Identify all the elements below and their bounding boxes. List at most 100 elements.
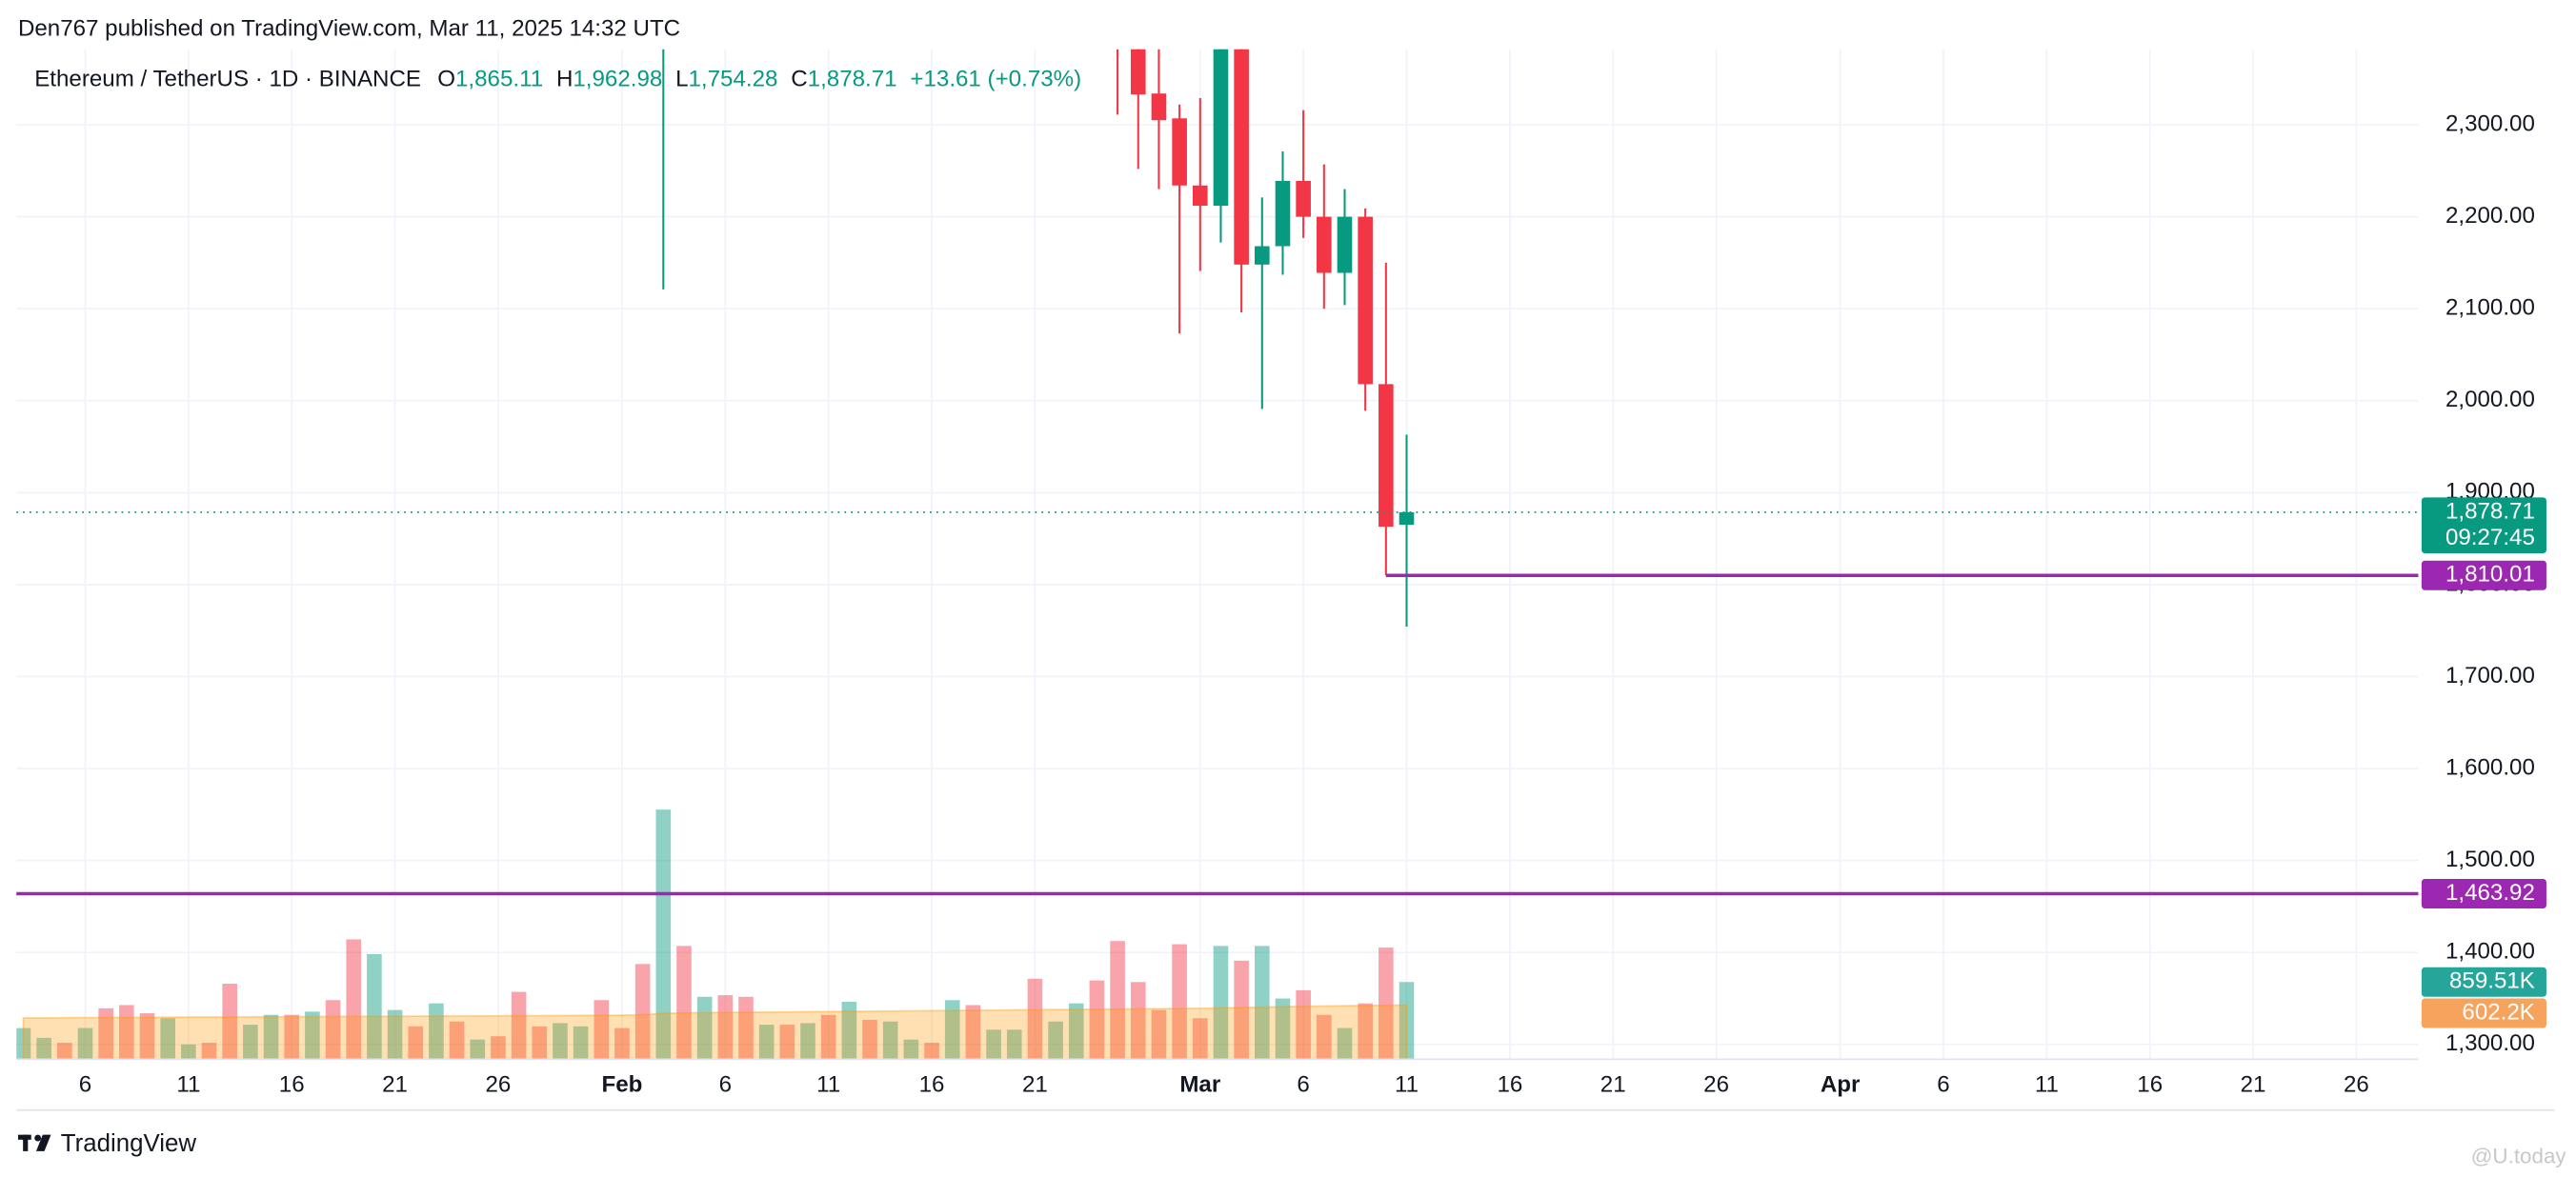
countdown: 09:27:45 [2445,525,2535,550]
volume-bar [634,964,651,1060]
volume-bar [1317,1014,1332,1060]
x-tick-label: 26 [486,1071,512,1097]
candle-body [1151,93,1167,121]
volume-bar [696,996,713,1060]
volume-bar [36,1037,51,1060]
volume-bar [119,1005,134,1060]
volume-bar [346,939,362,1060]
candle-body [1317,216,1332,273]
volume-bar [573,1026,589,1060]
candle-body [1192,185,1208,207]
volume-bar [284,1014,300,1060]
volume-bar [77,1027,93,1060]
x-tick-label: 11 [2035,1071,2059,1097]
price-label-box [2421,878,2546,908]
brand: TradingView [61,1130,197,1157]
y-tick-label: 1,600.00 [2445,754,2535,780]
x-tick-label: 6 [1937,1071,1949,1097]
volume-bar [139,1013,155,1060]
volume-bar [429,1003,444,1060]
x-tick-label: Mar [1179,1071,1221,1097]
volume-bar [98,1007,113,1060]
volume-bar [408,1026,424,1060]
x-tick-label: 21 [1600,1071,1626,1097]
volume-bar [1192,1018,1208,1060]
price-label-box [2421,560,2546,590]
volume-bar [1027,978,1043,1060]
grid [16,49,2419,1060]
price-label: 1,810.01 [2445,562,2535,588]
volume-bar [1006,1029,1022,1060]
volume-bar [222,983,237,1060]
candle-body [1275,180,1291,247]
volume-bar [841,1001,857,1060]
x-tick-label: 6 [79,1071,91,1097]
x-tick-label: 21 [382,1071,408,1097]
volume-bar [1089,980,1105,1060]
legend: Ethereum / TetherUS · 1D · BINANCE O1,865… [34,67,1081,92]
x-tick-label: 16 [279,1071,305,1097]
volume-bar [944,1000,960,1060]
y-tick-label: 1,500.00 [2445,847,2535,872]
y-tick-label: 2,200.00 [2445,203,2535,229]
volume-bar [16,1027,31,1060]
x-tick-label: 16 [919,1071,945,1097]
volume-label: 859.51K [2449,968,2535,994]
x-tick-label: 11 [1395,1071,1419,1097]
symbol: Ethereum / TetherUS · 1D · BINANCE [34,67,421,92]
volume-bar [676,946,692,1060]
volume-bar [511,991,527,1060]
volume-bar [201,1043,217,1060]
volume-bar [1275,998,1291,1060]
candle-body [1130,49,1146,95]
volume-bar [532,1026,548,1060]
volume-bar [1130,982,1146,1060]
overlays: 6 11 16 21 26 Feb 6 11 16 21 Mar 6 11 16 21 26 Apr 6 11 16 2… [16,110,2546,1097]
volume-bar [387,1009,403,1060]
volume-bar [263,1014,279,1060]
volume-bar [965,1005,981,1060]
chart-title: Den767 published on TradingView.com, Mar… [18,15,680,41]
volume-bar [449,1021,465,1060]
volume-bar [470,1039,486,1060]
volume-bar [1358,1003,1373,1060]
o-label: O [437,67,455,92]
candle-body [1172,118,1187,186]
volume-bar [160,1018,175,1060]
x-tick-label: 11 [816,1071,840,1097]
volume-bar [924,1043,939,1060]
volume-bar [553,1023,568,1060]
volume-bar [1151,1009,1167,1060]
volume-bar [800,1023,815,1060]
volume-bar [986,1029,1001,1060]
x-tick-label: 6 [719,1071,732,1097]
volume-bar [1379,948,1394,1060]
volume-bar [1255,946,1270,1060]
price-pane [662,49,1415,628]
x-tick-label: 21 [2241,1071,2266,1097]
candle-body [1255,246,1270,265]
y-tick-label: 1,700.00 [2445,663,2535,688]
volume-bar [779,1025,795,1060]
volume-label-box [2421,967,2546,997]
change: +13.61 (+0.73%) [910,67,1081,92]
volume-bar [1110,941,1125,1060]
volume-bar [738,996,754,1060]
l-value: 1,754.28 [689,67,778,92]
candle-body [1337,216,1353,273]
y-tick-label: 2,300.00 [2445,110,2535,136]
x-tick-label: 6 [1297,1071,1309,1097]
volume-bar [1172,944,1187,1060]
l-label: L [675,67,688,92]
y-tick-label: 1,400.00 [2445,939,2535,965]
volume-bar [491,1036,506,1060]
x-tick-label: Feb [602,1071,643,1097]
volume-bar [305,1011,320,1060]
x-tick-label: 11 [176,1071,200,1097]
h-label: H [556,67,573,92]
volume-bar [1048,1021,1063,1060]
candle-body [1399,511,1415,526]
volume-bar [367,953,382,1060]
x-tick-label: 26 [1703,1071,1729,1097]
